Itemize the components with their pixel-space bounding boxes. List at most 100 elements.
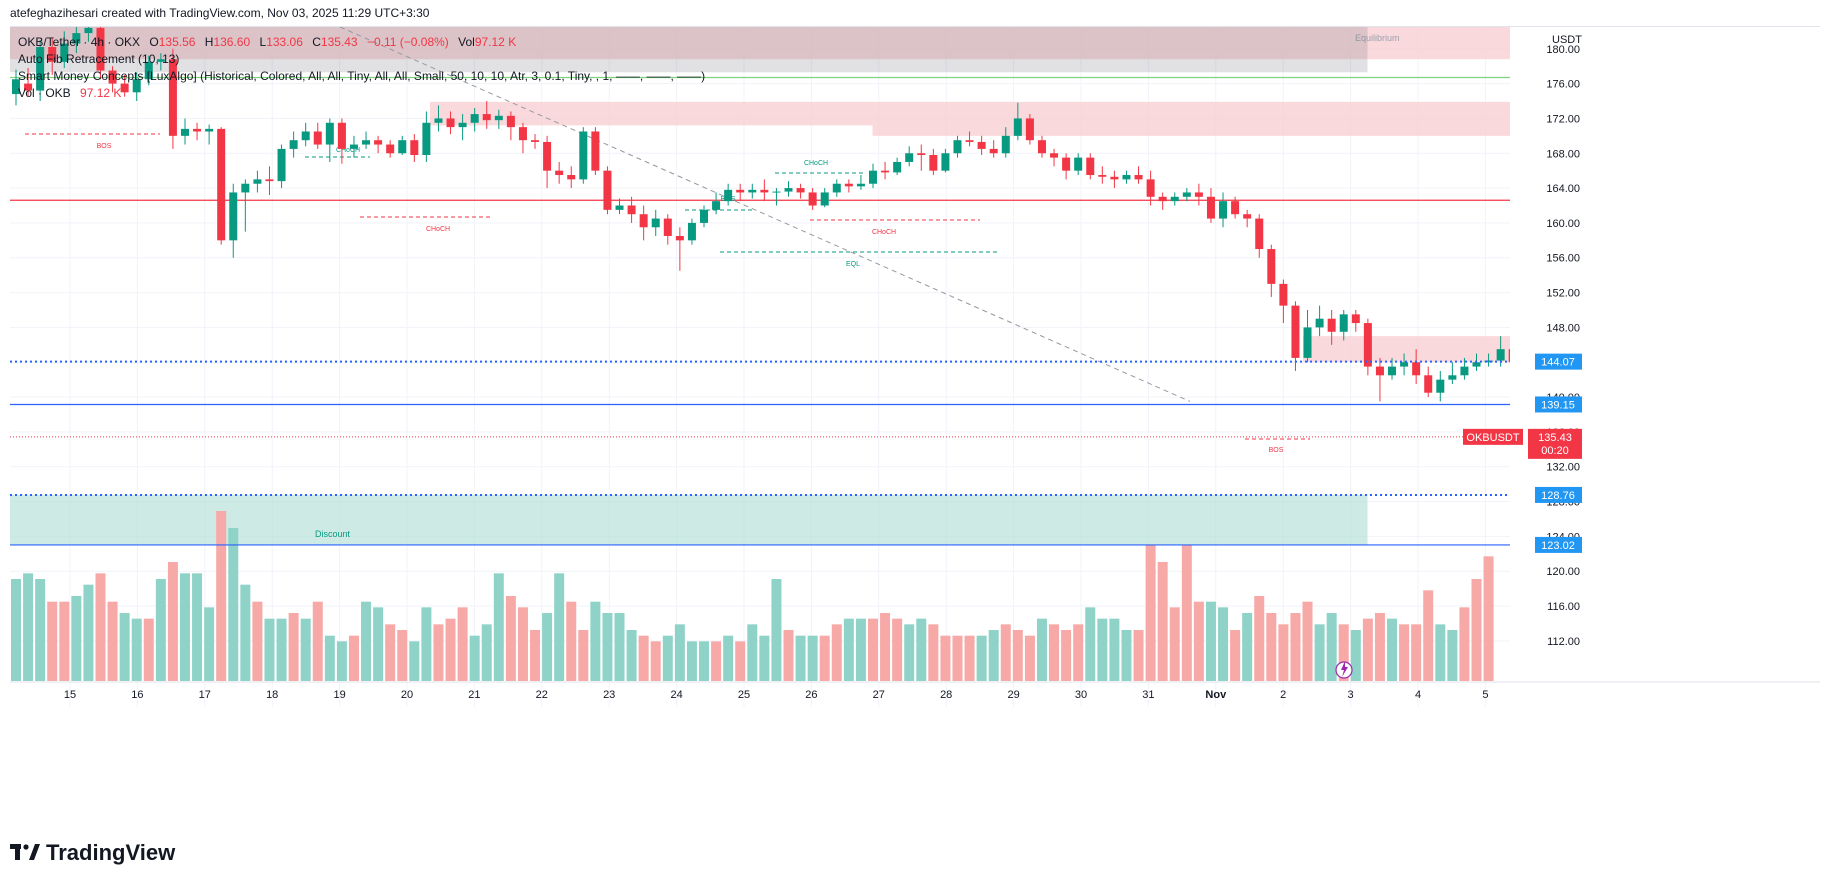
candle-up bbox=[1182, 192, 1191, 197]
candle-down bbox=[1146, 179, 1155, 197]
candle-down bbox=[1206, 196, 1215, 219]
price-chart[interactable]: Equilibrium Discount BOS CHoCH CHoCH BOS CHoCH… bbox=[10, 27, 1820, 827]
volume-bar bbox=[493, 573, 504, 681]
candle-up bbox=[398, 140, 407, 154]
legend-vol-label: Vol bbox=[458, 35, 475, 49]
volume-bar bbox=[916, 618, 927, 681]
candle-up bbox=[1460, 366, 1469, 376]
legend-indicator-smc[interactable]: Smart Money Concepts [LuxAlgo] (Historic… bbox=[18, 69, 706, 83]
volume-bar bbox=[1169, 607, 1180, 681]
candle-down bbox=[24, 83, 33, 91]
candle-up bbox=[748, 189, 757, 193]
candle-up bbox=[144, 61, 153, 80]
candle-up bbox=[1484, 360, 1493, 363]
candle-up bbox=[180, 128, 189, 136]
currency-label: USDT bbox=[1552, 34, 1582, 46]
candle-down bbox=[96, 27, 105, 71]
candle-up bbox=[1448, 375, 1457, 380]
chart-legend: OKB/Tether · 4h · OKX O135.56 H136.60 L1… bbox=[18, 34, 705, 102]
tradingview-logo[interactable]: TradingView bbox=[10, 840, 175, 866]
candle-up bbox=[687, 222, 696, 241]
legend-close-label: C bbox=[312, 35, 321, 49]
volume-bar bbox=[1121, 630, 1132, 681]
legend-indicator-volume[interactable]: Vol · OKB 97.12 K bbox=[18, 85, 705, 102]
candle-down bbox=[506, 115, 515, 128]
candle-up bbox=[325, 122, 334, 145]
candle-up bbox=[422, 122, 431, 155]
volume-bar bbox=[976, 635, 987, 681]
legend-volume-label: Vol · OKB bbox=[18, 86, 71, 100]
volume-bar bbox=[276, 618, 287, 681]
candle-up bbox=[784, 188, 793, 192]
volume-bar bbox=[517, 607, 528, 681]
candle-down bbox=[989, 148, 998, 154]
legend-indicator-fib[interactable]: Auto Fib Retracement (10, 13) bbox=[18, 52, 180, 66]
volume-bar bbox=[892, 618, 903, 681]
volume-bar bbox=[252, 601, 263, 681]
volume-bar bbox=[602, 613, 613, 681]
candle-down bbox=[675, 235, 684, 241]
volume-bar bbox=[228, 528, 239, 681]
structure-label: CHoCH bbox=[804, 160, 828, 167]
level-badge bbox=[1535, 486, 1582, 503]
x-tick-label: 17 bbox=[199, 689, 211, 701]
chart-area[interactable]: Equilibrium Discount BOS CHoCH CHoCH BOS CHoCH… bbox=[10, 26, 1820, 827]
candle-down bbox=[482, 114, 491, 121]
volume-bar bbox=[795, 635, 806, 681]
volume-bar bbox=[1049, 624, 1060, 681]
x-tick-label: 16 bbox=[131, 689, 143, 701]
x-tick-label: 30 bbox=[1075, 689, 1087, 701]
candle-down bbox=[108, 70, 117, 84]
volume-bar bbox=[336, 641, 347, 681]
volume-bar bbox=[192, 573, 203, 681]
volume-bar bbox=[1290, 613, 1301, 681]
volume-bar bbox=[83, 584, 94, 681]
volume-bar bbox=[928, 624, 939, 681]
y-tick-label: 160.00 bbox=[1546, 218, 1580, 230]
x-tick-label: 27 bbox=[873, 689, 885, 701]
structure-label: BOS bbox=[97, 143, 112, 150]
volume-bar bbox=[204, 607, 215, 681]
attribution-text: atefeghazihesari created with TradingVie… bbox=[10, 6, 430, 20]
volume-bar bbox=[843, 618, 854, 681]
volume-bar bbox=[783, 630, 794, 681]
legend-symbol-row[interactable]: OKB/Tether · 4h · OKX O135.56 H136.60 L1… bbox=[18, 34, 705, 51]
volume-bar bbox=[324, 635, 335, 681]
volume-bar bbox=[167, 562, 178, 681]
legend-low: 133.06 bbox=[266, 35, 303, 49]
volume-bar bbox=[699, 641, 710, 681]
candle-up bbox=[893, 161, 902, 173]
candle-up bbox=[1400, 362, 1409, 367]
volume-bar bbox=[807, 635, 818, 681]
x-tick-label: 18 bbox=[266, 689, 278, 701]
volume-bar bbox=[1459, 607, 1470, 681]
volume-bar bbox=[1218, 607, 1229, 681]
volume-bar bbox=[1314, 624, 1325, 681]
level-badge bbox=[1535, 353, 1582, 370]
volume-bar bbox=[469, 635, 480, 681]
candle-up bbox=[349, 144, 358, 149]
candle-down bbox=[518, 127, 527, 141]
volume-bar bbox=[95, 573, 106, 681]
volume-bar bbox=[1036, 618, 1047, 681]
candle-down bbox=[639, 214, 648, 228]
candle-down bbox=[374, 140, 383, 145]
candle-up bbox=[1339, 314, 1348, 332]
volume-bar bbox=[59, 601, 70, 681]
candle-down bbox=[603, 170, 612, 210]
candle-down bbox=[1134, 175, 1143, 180]
volume-bar bbox=[288, 613, 299, 681]
last-price-symbol-badge bbox=[1463, 428, 1523, 445]
candle-down bbox=[555, 170, 564, 176]
legend-symbol[interactable]: OKB/Tether · 4h · OKX bbox=[18, 35, 141, 49]
zone-order_block bbox=[1303, 336, 1510, 362]
candle-down bbox=[168, 59, 177, 136]
level-badge-label: 123.02 bbox=[1541, 540, 1575, 552]
volume-bar bbox=[1374, 613, 1385, 681]
candle-up bbox=[1170, 196, 1179, 202]
volume-bar bbox=[988, 630, 999, 681]
candle-up bbox=[277, 148, 286, 182]
volume-bar bbox=[626, 630, 637, 681]
volume-bar bbox=[566, 601, 577, 681]
volume-bar bbox=[119, 613, 130, 681]
